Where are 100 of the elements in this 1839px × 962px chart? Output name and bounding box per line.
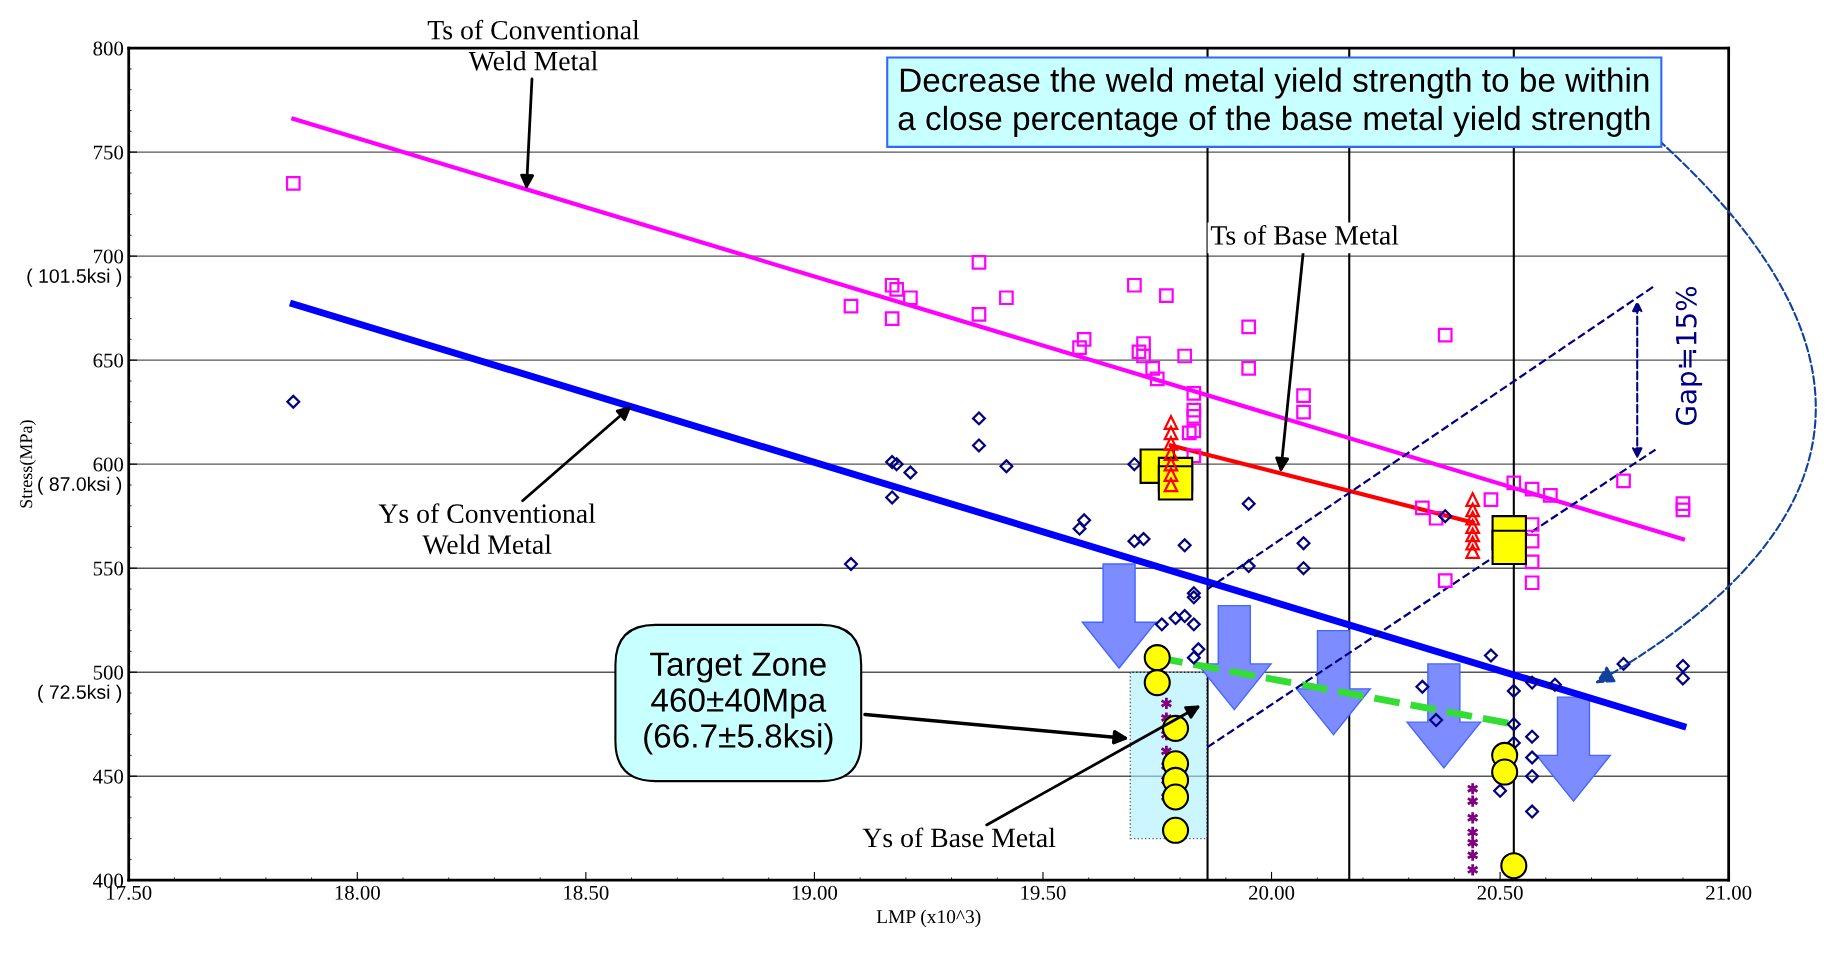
point <box>971 255 987 270</box>
point <box>971 438 986 453</box>
point <box>1506 683 1521 698</box>
point <box>1415 500 1430 516</box>
point <box>1616 473 1631 489</box>
point <box>1186 590 1201 605</box>
point <box>1506 475 1522 491</box>
point <box>1675 658 1690 673</box>
point <box>1465 544 1481 559</box>
point <box>1483 648 1498 663</box>
y-tick-label: 550 <box>93 561 124 576</box>
text: ( 101.5ksi ) <box>27 268 122 287</box>
point <box>1524 481 1540 497</box>
point <box>1127 457 1142 472</box>
point <box>1241 319 1257 335</box>
point <box>1438 509 1453 524</box>
point <box>1241 496 1256 511</box>
point <box>885 490 900 505</box>
point <box>1186 586 1201 601</box>
point <box>1145 361 1161 376</box>
annotation: Ts of Base Metal <box>1210 224 1399 245</box>
text: ( 87.0ksi ) <box>38 476 122 495</box>
point <box>1163 456 1179 472</box>
point <box>1186 650 1201 665</box>
point <box>1186 423 1202 439</box>
point <box>1525 675 1540 690</box>
point <box>1675 496 1691 512</box>
point <box>1154 617 1169 632</box>
point <box>1437 327 1453 343</box>
point <box>1186 617 1201 632</box>
y-tick-label: 500 <box>93 665 124 680</box>
annotation: Target Zone 460±40Mpa (66.7±5.8ksi) <box>644 652 833 755</box>
x-tick-label: 19.00 <box>792 885 838 900</box>
point <box>971 411 986 426</box>
x-tick-label: 21.00 <box>1706 885 1752 900</box>
point <box>1465 535 1481 551</box>
x-tick-label: 20.00 <box>1249 885 1295 900</box>
point <box>1149 371 1165 387</box>
point <box>1186 402 1202 418</box>
point <box>1415 679 1430 694</box>
point <box>884 277 900 293</box>
point <box>1491 529 1527 566</box>
point <box>1483 492 1499 507</box>
point <box>1177 538 1192 553</box>
y-tick-label: 750 <box>93 145 124 160</box>
point <box>1136 348 1151 364</box>
point <box>1296 404 1311 420</box>
point <box>1159 288 1174 304</box>
point <box>1437 573 1453 589</box>
y-tick-label: 650 <box>93 353 124 368</box>
point <box>1296 536 1311 551</box>
y-axis-title: Stress(MPa) <box>19 420 36 508</box>
point <box>1465 519 1481 534</box>
point <box>1127 277 1142 293</box>
point <box>903 290 918 306</box>
point <box>1543 488 1558 503</box>
point <box>1524 554 1540 570</box>
point <box>843 557 858 572</box>
y-tick-label: 600 <box>93 457 124 472</box>
point <box>1506 717 1521 732</box>
x-tick-label: 18.50 <box>564 885 609 900</box>
point <box>889 457 904 472</box>
point <box>1465 527 1481 543</box>
point <box>1616 656 1631 671</box>
point <box>999 290 1014 306</box>
point <box>1181 425 1197 441</box>
point <box>1525 769 1540 784</box>
point <box>1296 388 1311 403</box>
annotation: Ts of Conventional Weld Metal <box>427 19 640 71</box>
point <box>1186 408 1202 424</box>
point <box>1127 534 1142 549</box>
point <box>1675 671 1690 686</box>
point <box>843 298 859 314</box>
point <box>1547 677 1562 692</box>
point <box>1506 735 1521 750</box>
point <box>1524 575 1540 591</box>
point <box>1131 344 1147 360</box>
point <box>1076 331 1092 347</box>
point <box>1465 492 1481 507</box>
point <box>999 459 1014 474</box>
point <box>1525 804 1540 819</box>
point <box>1143 669 1171 697</box>
point <box>884 311 900 326</box>
point <box>971 307 987 322</box>
point <box>1072 521 1087 536</box>
point <box>885 455 900 470</box>
point <box>1465 510 1481 526</box>
point <box>1241 361 1257 376</box>
point <box>1429 713 1444 728</box>
point <box>1163 415 1179 430</box>
point <box>1077 513 1092 528</box>
point <box>1493 783 1508 798</box>
annotation: Ys of Base Metal <box>862 827 1056 848</box>
point <box>1163 436 1179 451</box>
point <box>1163 446 1179 462</box>
point <box>1191 642 1206 657</box>
annotation: Ys of Conventional Weld Metal <box>378 503 596 555</box>
point <box>1525 750 1540 765</box>
point <box>1186 386 1202 401</box>
point <box>286 394 301 409</box>
